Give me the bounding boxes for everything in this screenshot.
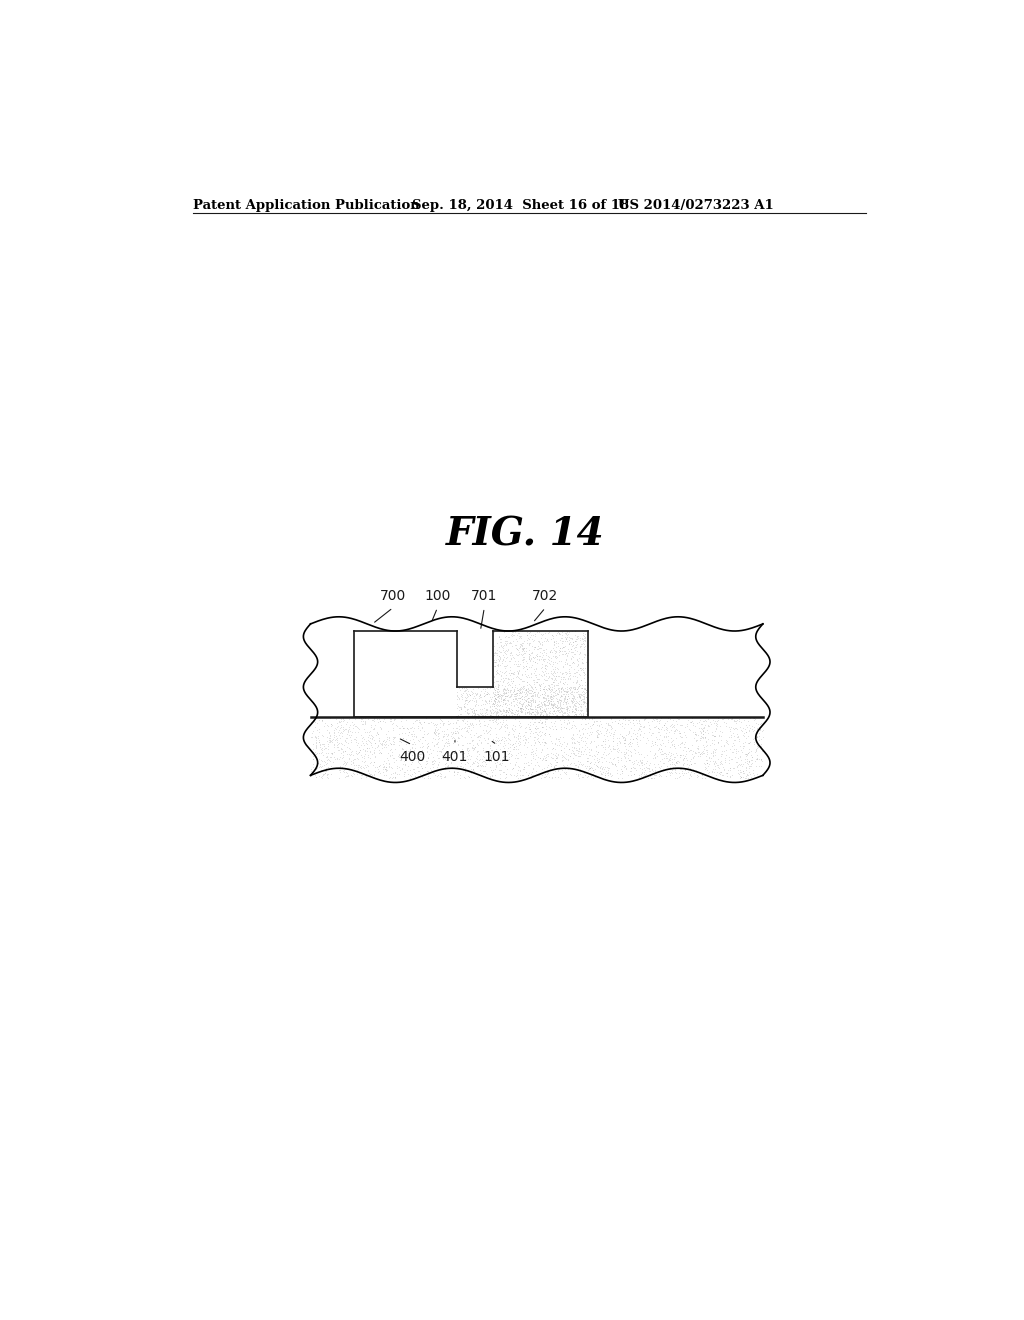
Text: US 2014/0273223 A1: US 2014/0273223 A1 — [618, 199, 774, 213]
Text: 701: 701 — [471, 589, 498, 602]
Text: 700: 700 — [380, 589, 407, 602]
Text: 100: 100 — [424, 589, 451, 602]
Text: 401: 401 — [441, 750, 468, 764]
Text: 702: 702 — [532, 589, 558, 602]
Text: Sep. 18, 2014  Sheet 16 of 18: Sep. 18, 2014 Sheet 16 of 18 — [412, 199, 629, 213]
Text: Patent Application Publication: Patent Application Publication — [194, 199, 420, 213]
Text: FIG. 14: FIG. 14 — [445, 516, 604, 553]
Bar — [310, 718, 763, 779]
Text: 400: 400 — [399, 750, 425, 764]
Bar — [354, 631, 458, 718]
Text: 101: 101 — [483, 750, 510, 764]
